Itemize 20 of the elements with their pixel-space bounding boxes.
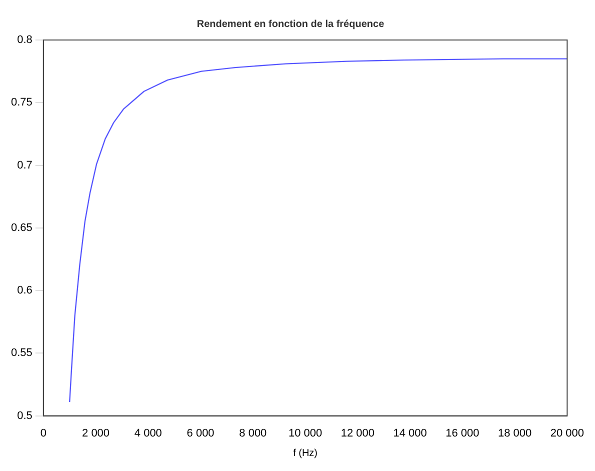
y-tick-label: 0.6 — [17, 284, 32, 297]
x-tick-label: 4 000 — [134, 427, 162, 440]
x-tick-label: 0 — [40, 427, 46, 440]
x-tick-label: 2 000 — [82, 427, 110, 440]
x-tick-label: 20 000 — [550, 427, 584, 440]
x-axis-title: f (Hz) — [293, 448, 318, 459]
x-tick-label: 16 000 — [446, 427, 480, 440]
y-tick-label: 0.65 — [10, 222, 32, 234]
chart-title: Rendement en fonction de la fréquence — [196, 18, 385, 30]
y-tick-label: 0.55 — [10, 347, 32, 360]
x-tick-label: 8 000 — [239, 427, 267, 440]
y-tick-label: 0.75 — [10, 96, 32, 109]
x-tick-label: 14 000 — [393, 427, 427, 440]
y-tick-label: 0.5 — [17, 410, 32, 422]
x-tick-label: 10 000 — [288, 427, 322, 440]
y-tick-label: 0.8 — [17, 34, 32, 46]
x-tick-label: 18 000 — [498, 427, 532, 440]
x-tick-label: 6 000 — [186, 427, 214, 440]
y-tick-label: 0.7 — [17, 159, 32, 172]
x-tick-label: 12 000 — [340, 427, 374, 440]
